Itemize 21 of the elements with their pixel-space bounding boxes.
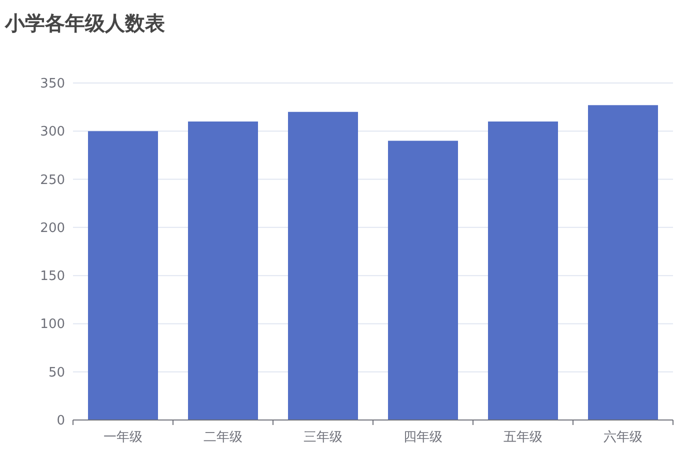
y-tick-label: 0 — [56, 414, 65, 428]
bar — [288, 112, 358, 420]
y-tick-label: 300 — [40, 124, 65, 140]
chart-title: 小学各年级人数表 — [4, 11, 165, 35]
x-tick-label: 四年级 — [404, 430, 442, 445]
x-tick-label: 二年级 — [204, 430, 242, 445]
bar — [88, 131, 158, 420]
bar — [388, 140, 458, 420]
bar — [188, 122, 258, 420]
x-tick-label: 一年级 — [104, 430, 142, 445]
y-tick-label: 50 — [48, 365, 65, 380]
y-tick-label: 250 — [40, 172, 65, 188]
x-tick-label: 三年级 — [304, 430, 342, 445]
x-tick-label: 六年级 — [604, 430, 642, 445]
x-tick-label: 五年级 — [504, 430, 542, 445]
y-tick-label: 150 — [40, 269, 65, 284]
bar — [488, 122, 558, 420]
y-tick-label: 350 — [40, 76, 65, 92]
y-tick-label: 200 — [40, 220, 65, 236]
bar — [588, 105, 658, 420]
y-tick-label: 100 — [40, 317, 65, 332]
